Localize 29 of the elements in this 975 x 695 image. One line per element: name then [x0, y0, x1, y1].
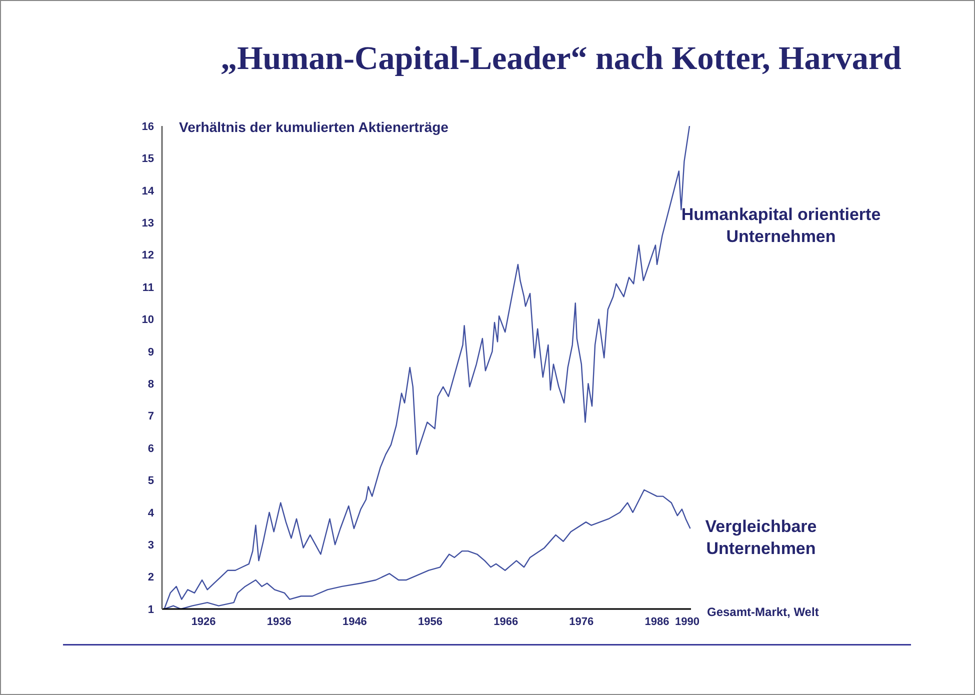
- y-tick-label: 2: [148, 572, 154, 584]
- x-tick-label: 1976: [569, 616, 594, 628]
- x-tick-label: 1936: [266, 616, 292, 628]
- y-tick-label: 14: [142, 185, 155, 198]
- y-axis-title: Verhältnis der kumulierten Aktienerträge: [179, 119, 448, 135]
- y-tick-label: 8: [148, 378, 154, 391]
- y-tick-label: 10: [142, 314, 154, 326]
- x-axis-title: Gesamt-Markt, Welt: [707, 605, 819, 619]
- y-tick-label: 5: [148, 475, 154, 488]
- y-tick-label: 7: [148, 410, 154, 423]
- y-tick-label: 9: [148, 346, 154, 358]
- x-tick-label: 1990: [674, 616, 700, 628]
- series-label: Humankapital orientierte Unternehmen: [680, 204, 882, 248]
- y-tick-label: 12: [142, 250, 154, 262]
- y-tick-label: 11: [142, 282, 154, 294]
- x-tick-label: 1926: [191, 616, 216, 628]
- y-tick-label: 13: [142, 218, 154, 230]
- y-tick-label: 4: [148, 507, 155, 520]
- y-tick-label: 3: [148, 540, 154, 552]
- x-tick-label: 1966: [494, 616, 518, 628]
- chart-title: „Human-Capital-Leader“ nach Kotter, Harvard: [220, 41, 902, 78]
- y-tick-label: 15: [142, 153, 154, 166]
- x-tick-label: 1956: [418, 616, 443, 628]
- series-label: Vergleichbare Unternehmen: [704, 516, 818, 560]
- y-tick-label: 6: [148, 442, 154, 455]
- x-tick-label: 1986: [644, 616, 670, 628]
- y-tick-label: 1: [148, 604, 154, 616]
- y-tick-label: 16: [142, 120, 154, 133]
- x-tick-label: 1946: [342, 616, 367, 628]
